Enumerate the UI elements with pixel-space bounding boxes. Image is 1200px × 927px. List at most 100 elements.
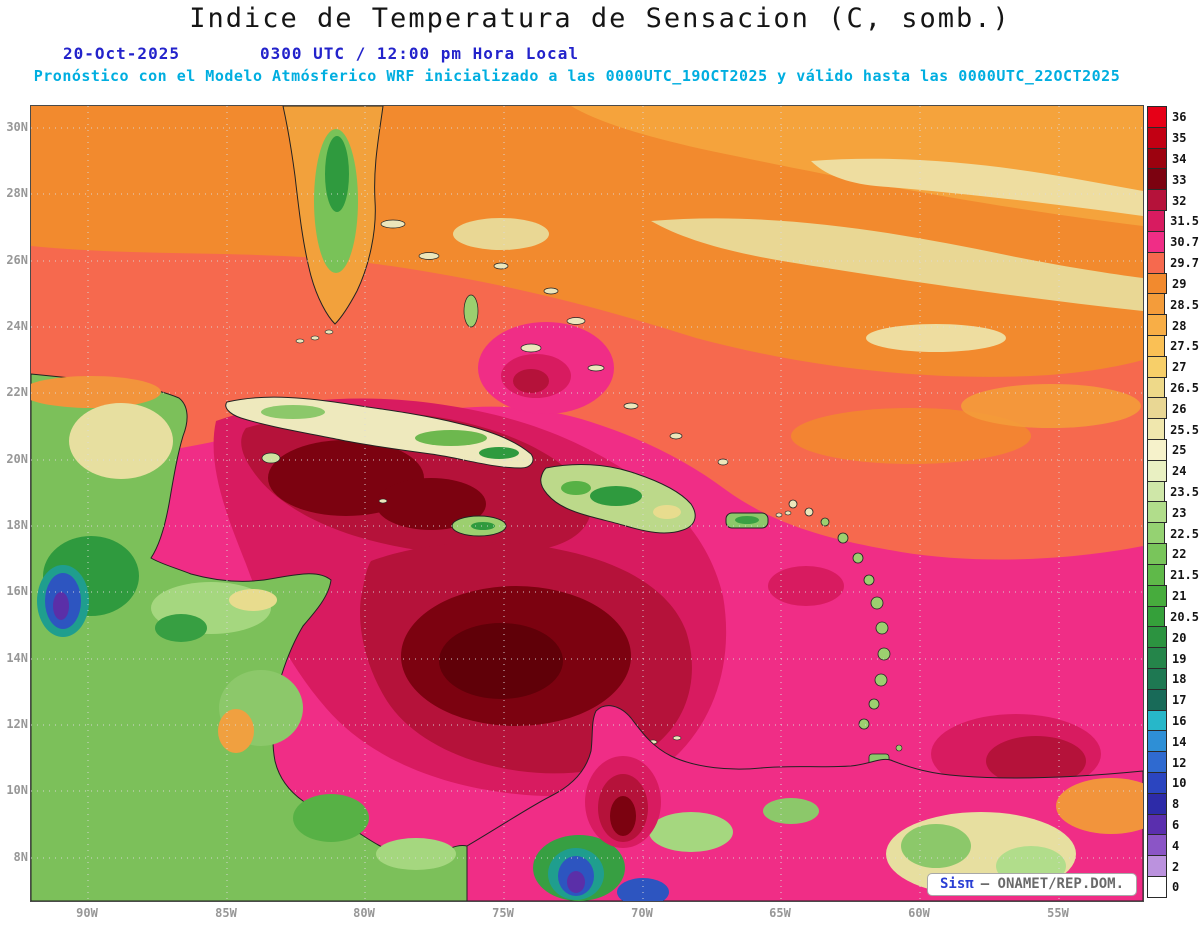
legend-entry: 6: [1147, 813, 1199, 836]
legend-value: 16: [1172, 713, 1187, 728]
legend-swatch: [1147, 126, 1167, 149]
legend-swatch: [1147, 605, 1166, 628]
legend-value: 2: [1172, 859, 1180, 874]
legend-entry: 23: [1147, 501, 1199, 524]
lat-tick-label: 16N: [6, 584, 28, 598]
legend-swatch: [1147, 751, 1167, 773]
legend-value: 36: [1172, 110, 1187, 125]
legend-entry: 0: [1147, 876, 1199, 898]
legend-swatch: [1147, 418, 1166, 440]
credit-brand: Sisπ: [939, 876, 974, 892]
legend-entry: 21.5: [1147, 563, 1199, 586]
legend-colorbar: 36 35 34 33 32 31.5 30.7 29.7 29 28.5 2 8 27.5 27 26.5…: [1147, 106, 1199, 898]
legend-value: 14: [1172, 734, 1187, 749]
legend-entry: 29: [1147, 272, 1199, 295]
lat-tick-label: 20N: [6, 452, 28, 466]
legend-entry: 30.7: [1147, 230, 1199, 253]
legend-swatch: [1147, 230, 1166, 253]
legend-value: 34: [1172, 152, 1187, 167]
legend-entry: 20.5: [1147, 605, 1199, 628]
legend-value: 19: [1172, 651, 1187, 666]
legend-value: 35: [1172, 131, 1187, 146]
legend-value: 12: [1172, 755, 1187, 770]
legend-swatch: [1147, 792, 1167, 815]
legend-swatch: [1147, 210, 1166, 232]
legend-swatch: [1147, 584, 1167, 607]
legend-swatch: [1147, 106, 1167, 128]
legend-swatch: [1147, 272, 1167, 295]
legend-swatch: [1147, 147, 1167, 170]
legend-entry: 29.7: [1147, 251, 1199, 274]
legend-swatch: [1147, 563, 1166, 586]
legend-swatch: [1147, 293, 1166, 316]
legend-entry: 2: [1147, 855, 1199, 878]
legend-swatch: [1147, 709, 1167, 732]
legend-entry: 23.5: [1147, 480, 1199, 503]
legend-value: 10: [1172, 776, 1187, 791]
legend-entry: 33: [1147, 168, 1199, 191]
lat-tick-label: 10N: [6, 783, 28, 797]
legend-value: 23: [1172, 505, 1187, 520]
legend-value: 6: [1172, 818, 1180, 833]
lat-tick-label: 26N: [6, 253, 28, 267]
legend-swatch: [1147, 855, 1167, 878]
lon-tick-label: 65W: [769, 906, 791, 920]
legend-entry: 25: [1147, 439, 1199, 461]
legend-value: 22.5: [1170, 526, 1199, 541]
legend-entry: 25.5: [1147, 418, 1199, 440]
lon-tick-label: 70W: [631, 906, 653, 920]
lon-tick-label: 75W: [492, 906, 514, 920]
legend-value: 27: [1172, 360, 1187, 375]
legend-swatch: [1147, 334, 1166, 357]
legend-value: 17: [1172, 693, 1187, 708]
map-canvas: Sisπ – ONAMET/REP.DOM.: [30, 105, 1144, 902]
heat-index-field: [31, 106, 1143, 901]
credit-badge: Sisπ – ONAMET/REP.DOM.: [926, 873, 1137, 896]
page-title: Indice de Temperatura de Sensacion (C, s…: [189, 3, 1011, 34]
legend-value: 4: [1172, 838, 1180, 853]
lat-tick-label: 14N: [6, 651, 28, 665]
lat-tick-label: 30N: [6, 120, 28, 134]
legend-entry: 17: [1147, 688, 1199, 711]
legend-swatch: [1147, 189, 1167, 212]
lat-tick-label: 22N: [6, 385, 28, 399]
legend-entry: 22.5: [1147, 522, 1199, 545]
legend-swatch: [1147, 626, 1167, 649]
legend-value: 24: [1172, 464, 1187, 479]
legend-value: 32: [1172, 193, 1187, 208]
legend-value: 8: [1172, 797, 1180, 812]
legend-entry: 27: [1147, 355, 1199, 378]
legend-value: 25: [1172, 443, 1187, 458]
legend-value: 29.7: [1170, 256, 1199, 271]
legend-swatch: [1147, 168, 1167, 191]
legend-value: 30.7: [1170, 235, 1199, 250]
legend-swatch: [1147, 667, 1167, 690]
legend-swatch: [1147, 355, 1167, 378]
legend-entry: 12: [1147, 751, 1199, 773]
legend-value: 20: [1172, 630, 1187, 645]
legend-value: 0: [1172, 880, 1180, 895]
legend-swatch: [1147, 397, 1167, 420]
legend-value: 27.5: [1170, 339, 1199, 354]
legend-swatch: [1147, 688, 1167, 711]
legend-entry: 16: [1147, 709, 1199, 732]
legend-swatch: [1147, 876, 1167, 898]
legend-entry: 32: [1147, 189, 1199, 212]
legend-value: 26: [1172, 401, 1187, 416]
legend-entry: 28.5: [1147, 293, 1199, 316]
legend-entry: 36: [1147, 106, 1199, 128]
legend-entry: 31.5: [1147, 210, 1199, 232]
lat-tick-label: 12N: [6, 717, 28, 731]
legend-value: 25.5: [1170, 422, 1199, 437]
lon-tick-label: 55W: [1047, 906, 1069, 920]
lon-tick-label: 60W: [908, 906, 930, 920]
legend-entry: 14: [1147, 730, 1199, 753]
legend-entry: 26.5: [1147, 376, 1199, 399]
legend-value: 26.5: [1170, 380, 1199, 395]
legend-entry: 26: [1147, 397, 1199, 420]
lat-tick-label: 28N: [6, 186, 28, 200]
forecast-note: Pronóstico con el Modelo Atmósferico WRF…: [33, 67, 1121, 85]
legend-swatch: [1147, 439, 1167, 461]
legend-swatch: [1147, 834, 1167, 857]
legend-value: 29: [1172, 276, 1187, 291]
